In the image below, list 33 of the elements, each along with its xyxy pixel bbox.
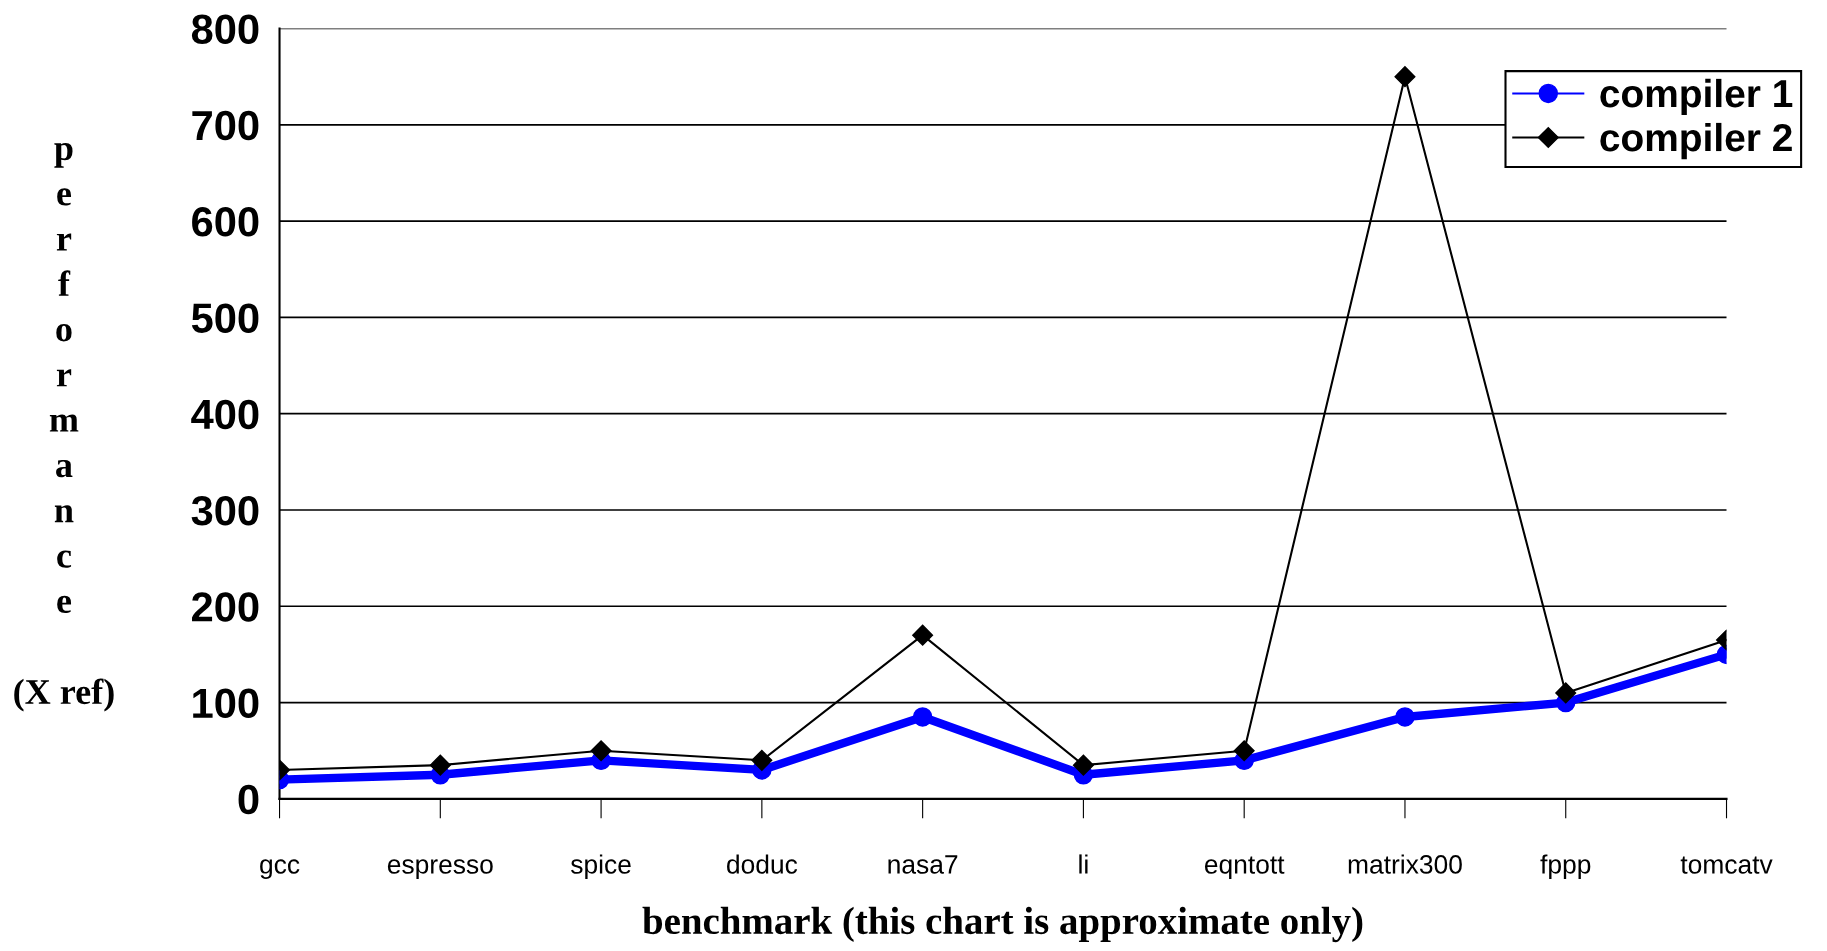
x-tick-label: gcc bbox=[260, 859, 300, 879]
y-tick-label: 500 bbox=[191, 303, 259, 333]
x-tick-label: eqntott bbox=[1204, 856, 1285, 879]
point bbox=[1555, 682, 1577, 704]
x-tick-label: nasa7 bbox=[888, 855, 958, 874]
point bbox=[912, 707, 933, 727]
x-axis-title: benchmark (this chart is approximate only) bbox=[642, 906, 1363, 943]
y-tick-label: 0 bbox=[238, 784, 259, 815]
point bbox=[1072, 754, 1094, 776]
x-tick-label: spice bbox=[571, 854, 631, 879]
x-tick-label: matrix300 bbox=[1348, 854, 1462, 874]
y-tick-label: 100 bbox=[193, 688, 259, 719]
point bbox=[912, 624, 934, 646]
y-tick-label: 300 bbox=[191, 495, 259, 526]
y-tick-label: 400 bbox=[191, 399, 259, 430]
point bbox=[1395, 707, 1415, 727]
point bbox=[590, 740, 612, 762]
y-tick-label: 800 bbox=[191, 14, 259, 45]
text: performance (X ref) bbox=[14, 142, 114, 712]
point bbox=[1233, 740, 1255, 762]
legend-label: compiler 1 bbox=[1600, 78, 1793, 116]
x-tick-label: espresso bbox=[387, 859, 493, 879]
y-tick-label: 700 bbox=[192, 110, 259, 141]
x-tick-label: li bbox=[1079, 854, 1088, 874]
x-tick-label: tomcatv bbox=[1680, 856, 1773, 874]
point bbox=[429, 754, 451, 776]
x-tick-label: fppp bbox=[1540, 854, 1591, 879]
y-tick-label: 200 bbox=[192, 592, 259, 622]
point bbox=[1394, 66, 1416, 88]
point bbox=[751, 749, 773, 771]
legend-label: compiler 2 bbox=[1600, 122, 1792, 160]
x-tick-label: doduc bbox=[727, 854, 798, 874]
y-tick-label: 600 bbox=[192, 207, 259, 237]
